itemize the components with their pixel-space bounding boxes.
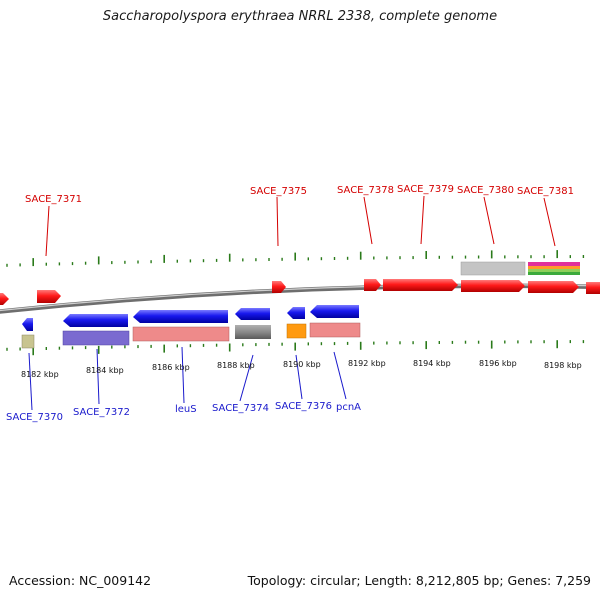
gene-label[interactable]: SACE_7381 bbox=[517, 186, 574, 197]
feature-green[interactable] bbox=[528, 272, 580, 275]
upper-features bbox=[460, 261, 580, 276]
gene-forward[interactable] bbox=[37, 290, 61, 303]
gene-forward[interactable] bbox=[383, 279, 458, 291]
map-title: Saccharopolyspora erythraea NRRL 2338, c… bbox=[102, 9, 498, 24]
feature-violet[interactable] bbox=[62, 330, 130, 346]
scale-label: 8182 kbp bbox=[21, 370, 59, 379]
topology-text: Topology: circular; Length: 8,212,805 bp… bbox=[247, 573, 591, 588]
feature-gray[interactable] bbox=[460, 261, 526, 276]
bottom-gene-labels: SACE_7370 SACE_7372 leuS SACE_7374 SACE_… bbox=[6, 401, 361, 423]
gene-reverse[interactable] bbox=[310, 305, 359, 318]
gene-label[interactable]: pcnA bbox=[336, 402, 361, 413]
scale-label: 8196 kbp bbox=[479, 359, 517, 368]
feature-salmon[interactable] bbox=[309, 322, 361, 338]
gene-label[interactable]: SACE_7379 bbox=[397, 184, 454, 195]
scale-label: 8190 kbp bbox=[283, 360, 321, 369]
gene-label[interactable]: SACE_7371 bbox=[25, 194, 82, 205]
gene-reverse[interactable] bbox=[63, 314, 128, 327]
gene-reverse[interactable] bbox=[235, 308, 270, 320]
scale-label: 8186 kbp bbox=[152, 363, 190, 372]
scale-label: 8194 kbp bbox=[413, 359, 451, 368]
scale-labels: 8182 kbp 8184 kbp 8186 kbp 8188 kbp 8190… bbox=[21, 359, 582, 379]
gene-forward[interactable] bbox=[528, 281, 579, 293]
feature-orange[interactable] bbox=[528, 266, 580, 269]
gene-reverse[interactable] bbox=[22, 318, 33, 331]
scale-label: 8184 kbp bbox=[86, 366, 124, 375]
gene-label[interactable]: leuS bbox=[175, 404, 197, 415]
gene-forward[interactable] bbox=[272, 281, 286, 293]
feature-magenta[interactable] bbox=[528, 262, 580, 266]
lower-features bbox=[21, 322, 361, 349]
gene-forward[interactable] bbox=[0, 293, 9, 305]
reverse-genes bbox=[22, 305, 359, 331]
upper-tick-row bbox=[6, 250, 585, 267]
accession-text: Accession: NC_009142 bbox=[9, 573, 152, 588]
gene-forward[interactable] bbox=[586, 282, 600, 294]
scale-label: 8198 kbp bbox=[544, 361, 582, 370]
gene-label[interactable]: SACE_7374 bbox=[212, 403, 269, 414]
scale-label: 8192 kbp bbox=[348, 359, 386, 368]
feature-khaki[interactable] bbox=[21, 334, 35, 349]
gene-forward[interactable] bbox=[461, 280, 525, 292]
top-gene-labels: SACE_7371 SACE_7375 SACE_7378 SACE_7379 … bbox=[25, 184, 574, 205]
gene-label[interactable]: SACE_7376 bbox=[275, 401, 332, 412]
scale-label: 8188 kbp bbox=[217, 361, 255, 370]
feature-salmon[interactable] bbox=[132, 326, 230, 342]
feature-orange-block[interactable] bbox=[286, 323, 307, 339]
top-leader-lines bbox=[45, 195, 556, 257]
feature-lightgreen[interactable] bbox=[528, 269, 580, 272]
gene-label[interactable]: SACE_7370 bbox=[6, 412, 63, 423]
gene-label[interactable]: SACE_7378 bbox=[337, 185, 394, 196]
gene-forward[interactable] bbox=[364, 279, 381, 291]
feature-darkgray[interactable] bbox=[235, 325, 271, 339]
lower-tick-row bbox=[6, 340, 585, 356]
gene-reverse[interactable] bbox=[133, 310, 228, 323]
gene-label[interactable]: SACE_7372 bbox=[73, 407, 130, 418]
gene-label[interactable]: SACE_7375 bbox=[250, 186, 307, 197]
gene-label[interactable]: SACE_7380 bbox=[457, 185, 514, 196]
bottom-leader-lines bbox=[28, 346, 347, 411]
forward-genes bbox=[0, 279, 600, 305]
gene-reverse[interactable] bbox=[287, 307, 305, 319]
